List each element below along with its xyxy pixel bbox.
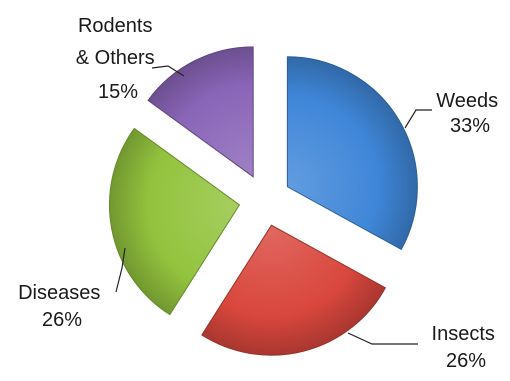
- label-diseases: Diseases 26%: [18, 282, 106, 331]
- pie-slice-weeds: [286, 56, 418, 251]
- label-weeds-name: Weeds: [436, 90, 498, 112]
- label-weeds-value: 33%: [450, 115, 490, 137]
- label-rodents-name-line1: Rodents: [78, 15, 153, 37]
- label-rodents-name-line2: & Others: [76, 47, 155, 69]
- label-rodents-value: 15%: [98, 81, 138, 103]
- label-insects-value: 26%: [446, 350, 486, 372]
- label-weeds: Weeds 33%: [436, 90, 503, 137]
- leader-line-insects: [347, 332, 418, 345]
- pie-slice-rodents-others: [147, 46, 254, 178]
- leader-lines: [115, 65, 432, 345]
- leader-line-rodents: [151, 65, 185, 77]
- pie-slice-insects: [201, 224, 387, 356]
- label-rodents: Rodents & Others 15%: [76, 15, 160, 103]
- leader-line-diseases: [115, 247, 126, 293]
- label-diseases-value: 26%: [42, 309, 82, 331]
- slices-layer: [108, 46, 418, 356]
- label-insects: Insects 26%: [432, 323, 501, 372]
- label-diseases-name: Diseases: [18, 282, 100, 304]
- leader-line-weeds: [404, 109, 432, 129]
- label-insects-name: Insects: [432, 323, 495, 345]
- pie-slice-diseases: [108, 127, 241, 316]
